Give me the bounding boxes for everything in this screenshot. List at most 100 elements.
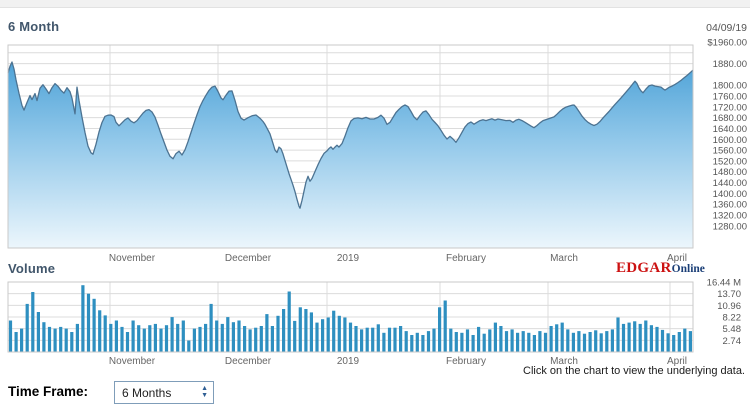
price-axis-label: 1520.00 [713,156,747,167]
volume-bar [125,332,130,352]
price-axis-label: 1320.00 [713,210,747,221]
volume-bar [426,331,431,352]
volume-bar [410,335,414,352]
volume-bar [549,326,553,352]
volume-bar [254,327,258,352]
volume-bar [159,328,163,352]
volume-bar [354,326,358,352]
volume-bar [365,327,369,352]
volume-bar [86,293,91,352]
volume-bar [337,315,341,352]
volume-bar [482,333,486,352]
price-axis-label: 1400.00 [713,189,747,200]
volume-bar [504,331,509,352]
volume-axis-label: 13.70 [717,289,741,300]
volume-bar [415,332,419,352]
volume-bar [510,329,514,352]
volume-bar [259,326,263,352]
volume-bar [75,323,79,352]
volume-bar [282,309,286,352]
volume-bar [70,332,74,352]
online-logo-text: Online [671,263,705,275]
volume-bar [399,326,403,352]
spinner-down-icon[interactable]: ▼ [201,391,208,399]
price-area [8,62,693,248]
price-axis-label: $1960.00 [707,38,747,49]
volume-bar [644,320,648,352]
volume-bar [527,332,531,352]
price-axis-label: 1680.00 [713,113,747,124]
volume-bar [477,326,481,352]
volume-bar [688,331,692,352]
volume-bar [215,320,219,352]
volume-bar [137,325,141,352]
volume-bar [131,320,135,352]
volume-bar [237,320,241,352]
volume-bar [64,328,68,352]
volume-bar [298,307,302,352]
volume-bar [25,303,29,352]
volume-bar [348,322,353,352]
volume-bar [20,328,24,352]
volume-bar [672,335,676,352]
volume-bar [98,310,102,352]
volume-bar [488,329,492,352]
price-axis-label: 1600.00 [713,135,747,146]
volume-bar [148,325,152,352]
volume-bar [633,321,637,352]
volume-bar [655,326,659,352]
volume-bar [421,335,425,352]
volume-bar [209,303,213,352]
price-axis-label: 1480.00 [713,167,747,178]
price-month-label: 2019 [337,253,360,264]
volume-bar [231,322,235,352]
volume-bar [493,322,497,352]
price-month-label: March [550,253,578,264]
volume-bar [304,309,308,352]
volume-bar [404,331,408,352]
price-axis-label: 1760.00 [713,92,747,103]
volume-bar [538,331,542,352]
volume-bar [192,328,196,352]
price-axis-label: 1280.00 [713,221,747,232]
price-axis-label: 1440.00 [713,178,747,189]
volume-bar [309,312,313,352]
price-axis-label: 1880.00 [713,59,747,70]
volume-bar [243,326,247,352]
volume-bar [187,340,191,352]
volume-bar [293,320,297,352]
volume-bar [53,328,57,352]
volume-chart-title: Volume [8,261,56,276]
volume-bar [577,331,581,352]
volume-axis-label: 2.74 [723,336,742,347]
volume-bar [555,324,559,352]
price-axis-label: 1560.00 [713,146,747,157]
volume-bar [382,332,386,352]
volume-bar [638,323,642,352]
volume-bar [198,326,202,352]
volume-bar [571,332,575,352]
volume-bar [360,329,364,352]
volume-bar [499,326,503,352]
volume-month-label: April [667,356,687,367]
volume-bar [276,315,280,352]
price-axis-label: 1800.00 [713,81,747,92]
volume-bar [103,315,107,352]
volume-bar [449,328,453,352]
volume-bar [36,312,40,352]
as-of-date: 04/09/19 [706,22,747,34]
volume-bar [47,326,52,352]
volume-bar [649,325,653,352]
volume-bar [315,322,319,352]
volume-bar [59,326,63,352]
time-frame-select[interactable]: 6 Months ▲ ▼ [114,381,214,404]
spinner-up-icon[interactable]: ▲ [201,384,208,392]
volume-month-label: December [225,356,272,367]
volume-bar [616,317,620,352]
price-month-label: November [109,253,156,264]
volume-bar [114,320,118,352]
volume-bar [326,317,330,352]
volume-bar [120,326,124,352]
